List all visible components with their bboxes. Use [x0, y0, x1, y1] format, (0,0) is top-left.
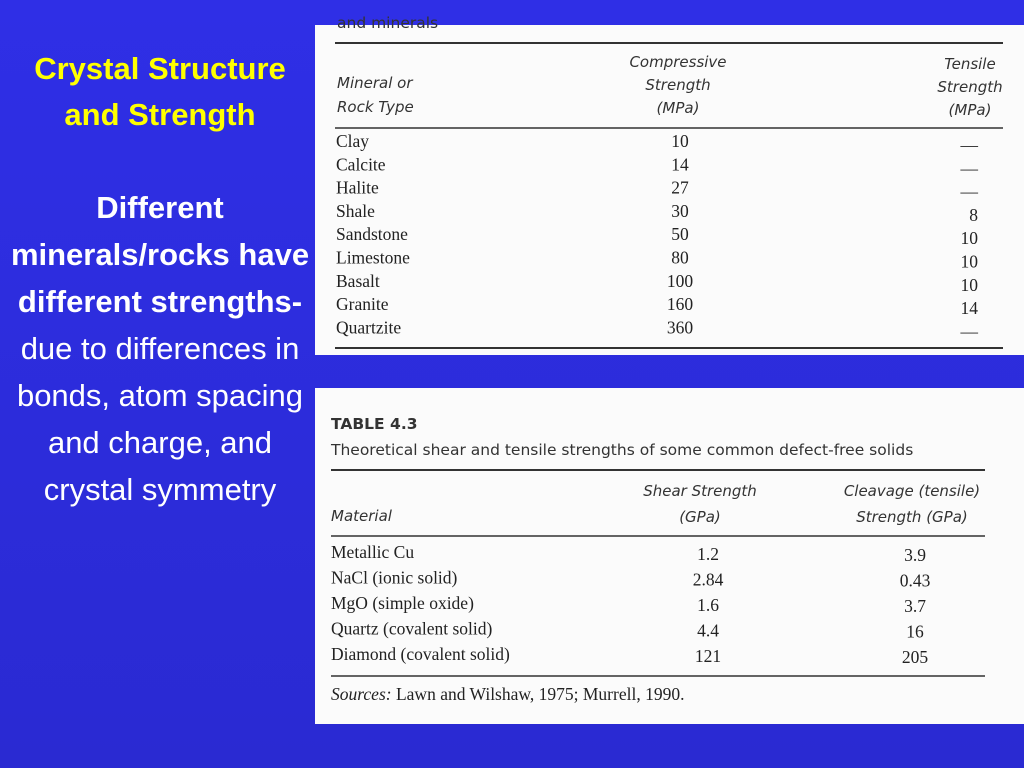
cell: 10 [671, 131, 689, 151]
sources: Sources: Lawn and Wilshaw, 1975; Murrell… [331, 684, 684, 704]
row-label: Quartz (covalent solid) [331, 619, 493, 639]
table1-panel [315, 25, 1024, 355]
cell: 1.6 [697, 595, 719, 615]
cell: 10 [961, 275, 979, 295]
column-header: Mineral or [337, 74, 413, 92]
cell: 3.9 [904, 545, 926, 565]
row-label: Limestone [336, 248, 410, 268]
column-header: Strength [645, 76, 710, 94]
slide-body: Different minerals/rocks have different … [4, 184, 316, 513]
cell: 30 [671, 201, 689, 221]
cell: — [960, 182, 979, 202]
cell: 27 [671, 178, 689, 198]
row-label: Calcite [336, 154, 386, 174]
cell: 160 [667, 294, 694, 314]
column-header: Tensile [944, 55, 995, 73]
text-panel: Crystal Structure and Strength Different… [4, 46, 316, 513]
cell: 4.4 [697, 621, 719, 641]
table2-caption: Theoretical shear and tensile strengths … [330, 441, 913, 459]
row-label: Metallic Cu [331, 542, 414, 562]
cell: 0.43 [900, 571, 931, 591]
row-label: Clay [336, 131, 369, 151]
cell: 360 [667, 317, 694, 337]
slide-title: Crystal Structure and Strength [34, 51, 286, 132]
row-label: Halite [336, 178, 379, 198]
row-label: NaCl (ionic solid) [331, 568, 458, 588]
cell: 8 [969, 205, 978, 225]
sources-label: Sources: [331, 684, 392, 704]
column-header: (GPa) [679, 508, 721, 526]
cell: — [960, 135, 979, 155]
column-header: (MPa) [657, 99, 700, 117]
cell: 80 [671, 248, 689, 268]
cell: 1.2 [697, 544, 719, 564]
cell: 10 [961, 228, 979, 248]
column-header: Material [331, 507, 393, 525]
cell: 14 [671, 154, 689, 174]
row-label: Shale [336, 201, 375, 221]
body-text: due to differences in bonds, atom spacin… [16, 331, 304, 507]
cell: — [960, 158, 979, 178]
table2-panel [315, 388, 1024, 724]
row-label: Diamond (covalent solid) [331, 644, 510, 664]
table2-label: TABLE 4.3 [331, 415, 418, 433]
row-label: Quartzite [336, 317, 401, 337]
cell: 121 [695, 646, 721, 666]
row-label: MgO (simple oxide) [331, 593, 474, 613]
cell: 16 [906, 622, 924, 642]
cell: 2.84 [693, 570, 724, 590]
table1-caption: and minerals [337, 14, 438, 32]
column-header: (MPa) [949, 101, 992, 119]
sources-text: Lawn and Wilshaw, 1975; Murrell, 1990. [392, 684, 685, 704]
cell: 205 [902, 647, 929, 667]
cell: 100 [667, 271, 694, 291]
row-label: Sandstone [336, 224, 408, 244]
cell: 14 [961, 298, 979, 318]
cell: 10 [961, 252, 979, 272]
column-header: Strength [937, 78, 1002, 96]
cell: 50 [671, 224, 689, 244]
column-header: Shear Strength [643, 482, 757, 500]
cell: 3.7 [904, 596, 926, 616]
column-header: Strength (GPa) [856, 508, 968, 526]
body-bold: Different minerals/rocks have different … [10, 190, 310, 319]
row-label: Basalt [336, 271, 380, 291]
column-header: Compressive [629, 53, 726, 71]
column-header: Rock Type [337, 98, 414, 116]
cell: — [960, 321, 979, 341]
column-header: Cleavage (tensile) [844, 482, 980, 500]
row-label: Granite [336, 294, 389, 314]
